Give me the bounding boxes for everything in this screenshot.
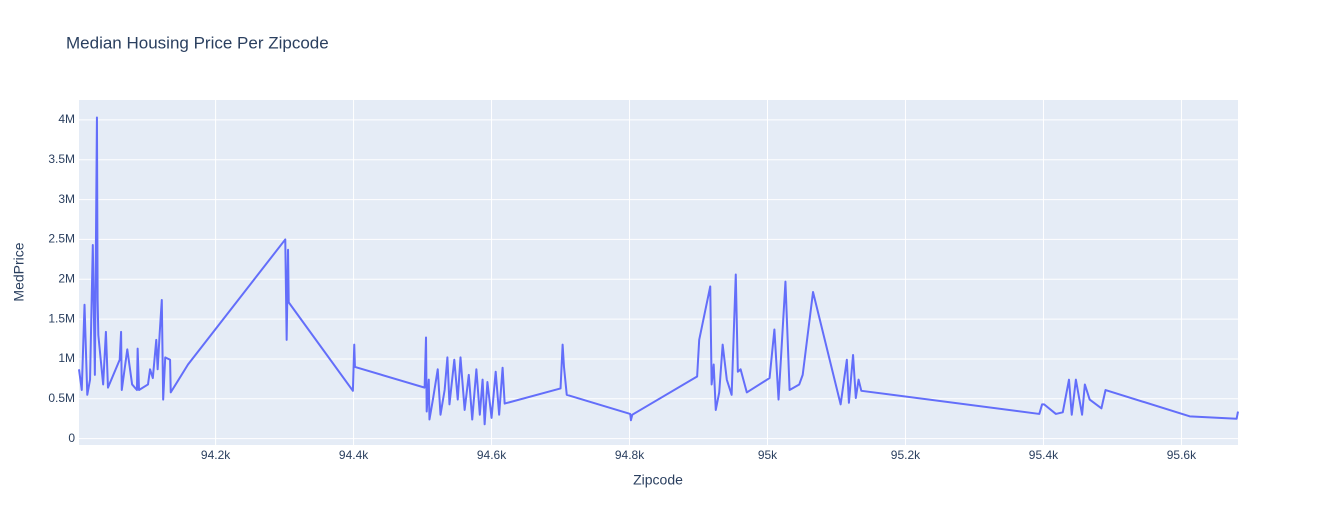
y-tick-label: 3M <box>58 192 75 206</box>
y-tick-label: 0.5M <box>48 391 75 405</box>
data-line <box>78 116 1239 426</box>
x-tick-label: 94.2k <box>201 448 231 462</box>
y-tick-label: 1M <box>58 351 75 365</box>
y-tick-label: 0 <box>68 431 75 445</box>
y-tick-label: 3.5M <box>48 152 75 166</box>
plot-area <box>79 100 1238 445</box>
x-tick-label: 95k <box>758 448 778 462</box>
y-axis-title: MedPrice <box>11 242 27 301</box>
y-tick-label: 2.5M <box>48 232 75 246</box>
x-axis-title: Zipcode <box>633 472 683 488</box>
x-tick-label: 94.8k <box>615 448 645 462</box>
chart-title: Median Housing Price Per Zipcode <box>66 33 329 52</box>
x-tick-label: 95.6k <box>1167 448 1197 462</box>
x-tick-label: 94.4k <box>339 448 369 462</box>
x-tick-label: 94.6k <box>477 448 507 462</box>
y-tick-label: 2M <box>58 271 75 285</box>
x-tick-label: 95.4k <box>1029 448 1059 462</box>
x-tick-label: 95.2k <box>891 448 921 462</box>
y-tick-label: 4M <box>58 112 75 126</box>
y-tick-label: 1.5M <box>48 311 75 325</box>
